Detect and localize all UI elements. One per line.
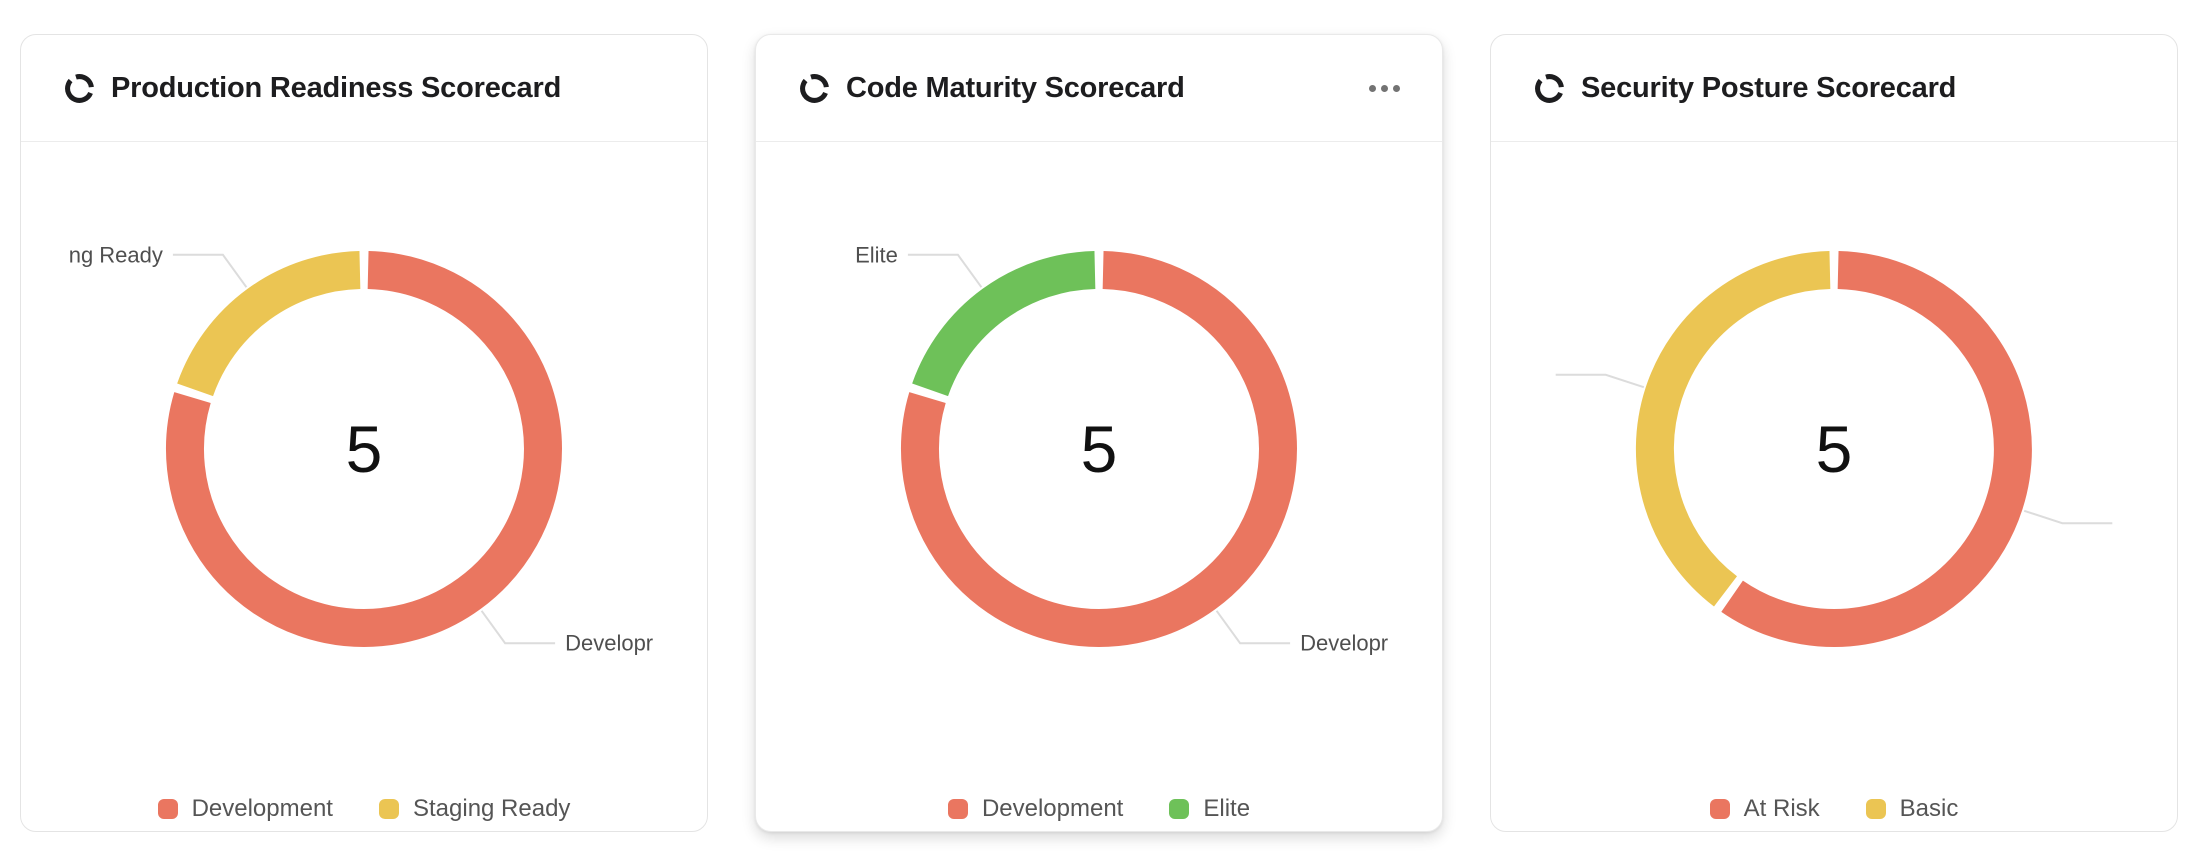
donut-chart-area: Developr Elite 5 bbox=[756, 142, 1442, 790]
legend-color-marker bbox=[378, 799, 399, 819]
callout-leader-line bbox=[1215, 610, 1291, 645]
legend-item-development[interactable]: Development bbox=[947, 795, 1124, 823]
donut-chart-area: Developr ng Ready 5 bbox=[21, 142, 707, 790]
donut-center-value: 5 bbox=[346, 412, 383, 486]
legend-item-staging-ready[interactable]: Staging Ready bbox=[378, 795, 571, 823]
donut-segment-development[interactable] bbox=[166, 251, 562, 647]
chart-legend: Development Staging Ready bbox=[21, 790, 707, 831]
legend-color-marker bbox=[947, 799, 968, 819]
donut-segment-at-risk[interactable] bbox=[1721, 251, 2032, 647]
callout-label: ng Ready bbox=[69, 242, 163, 267]
donut-segment-staging-ready[interactable] bbox=[177, 251, 361, 397]
ellipsis-dot bbox=[1381, 84, 1388, 92]
legend-label: Basic bbox=[1899, 795, 1959, 822]
callout-leader-line bbox=[172, 253, 248, 288]
card-title: Production Readiness Scorecard bbox=[111, 71, 562, 104]
card-header: Security Posture Scorecard bbox=[1491, 35, 2177, 142]
legend-color-marker bbox=[1865, 799, 1886, 819]
donut-chart-icon bbox=[65, 73, 94, 103]
legend-label: Development bbox=[191, 795, 333, 822]
legend-item-basic[interactable]: Basic bbox=[1865, 795, 1959, 823]
callout-leader-line bbox=[480, 610, 556, 645]
legend-label: At Risk bbox=[1743, 795, 1820, 822]
donut-chart: Developr ng Ready 5 bbox=[69, 242, 653, 656]
card-security-posture-scorecard: Security Posture Scorecard 5 At Risk Basi… bbox=[1490, 34, 2178, 832]
callout-label: Developr bbox=[1300, 631, 1388, 656]
legend-item-development[interactable]: Development bbox=[157, 795, 333, 823]
chart-legend: At Risk Basic bbox=[1491, 790, 2177, 831]
donut-chart-icon bbox=[1535, 73, 1564, 103]
ellipsis-dot bbox=[1393, 84, 1400, 92]
donut-chart: 5 bbox=[1555, 251, 2113, 647]
callout-leader-line bbox=[907, 253, 983, 288]
legend-color-marker bbox=[1709, 799, 1730, 819]
legend-item-elite[interactable]: Elite bbox=[1169, 795, 1250, 823]
legend-label: Staging Ready bbox=[412, 795, 571, 822]
more-options-button[interactable] bbox=[1365, 77, 1404, 100]
legend-label: Elite bbox=[1203, 795, 1251, 822]
donut-chart-area: 5 bbox=[1491, 142, 2177, 790]
chart-legend: Development Elite bbox=[756, 790, 1442, 831]
callout-label: Elite bbox=[855, 242, 898, 267]
card-title: Code Maturity Scorecard bbox=[846, 71, 1185, 104]
donut-chart: Developr Elite 5 bbox=[855, 242, 1388, 656]
callout-leader-line bbox=[1555, 373, 1645, 389]
card-production-readiness-scorecard: Production Readiness Scorecard Developr n… bbox=[20, 34, 708, 832]
donut-segment-elite[interactable] bbox=[912, 251, 1096, 397]
donut-center-value: 5 bbox=[1081, 412, 1118, 486]
legend-color-marker bbox=[1169, 799, 1190, 819]
legend-label: Development bbox=[981, 795, 1124, 822]
card-header: Code Maturity Scorecard bbox=[756, 35, 1442, 142]
ellipsis-dot bbox=[1369, 84, 1376, 92]
donut-center-value: 5 bbox=[1816, 412, 1853, 486]
callout-leader-line bbox=[2023, 509, 2113, 525]
card-title: Security Posture Scorecard bbox=[1581, 71, 1957, 104]
card-header: Production Readiness Scorecard bbox=[21, 35, 707, 142]
legend-color-marker bbox=[157, 799, 178, 819]
legend-item-at-risk[interactable]: At Risk bbox=[1709, 795, 1820, 823]
card-code-maturity-scorecard: Code Maturity Scorecard Developr Elite 5 D… bbox=[755, 34, 1443, 832]
donut-chart-icon bbox=[800, 73, 829, 103]
donut-segment-development[interactable] bbox=[901, 251, 1297, 647]
donut-segment-basic[interactable] bbox=[1635, 251, 1831, 607]
callout-label: Developr bbox=[565, 631, 653, 656]
